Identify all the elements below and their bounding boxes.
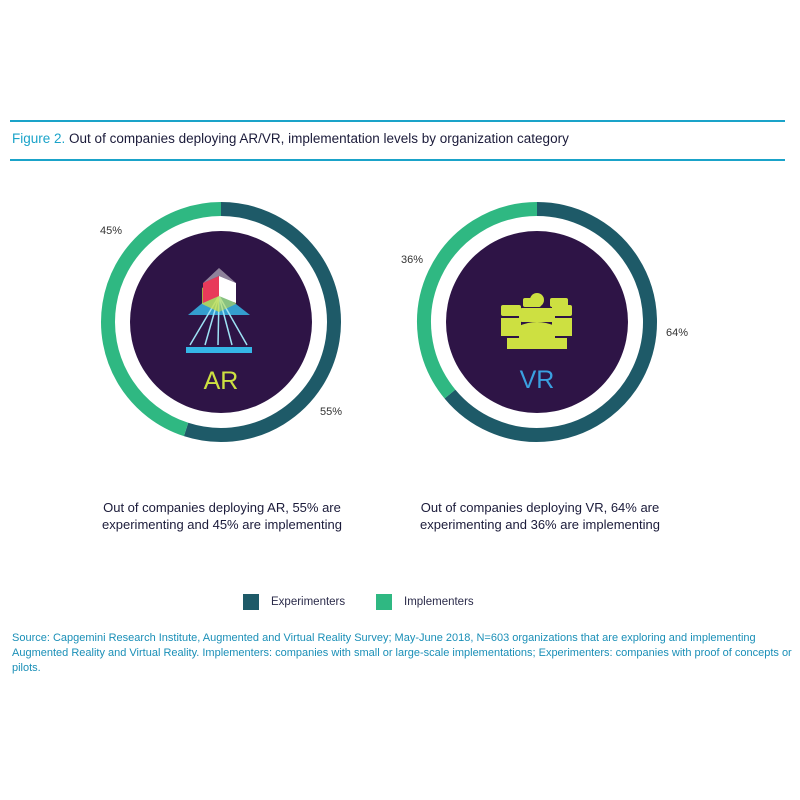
source-note: Source: Capgemini Research Institute, Au… [12,632,792,674]
legend-implementers: Implementers [376,594,474,610]
ar-implementers-value-label: 45% [100,225,122,237]
ar-implementers-segment [101,202,222,437]
ar-donut-chart [101,202,341,442]
legend-experimenters: Experimenters [243,594,345,610]
ar-inner-circle [130,231,312,413]
experimenters-legend-label: Experimenters [271,596,346,608]
ar-center-label: AR [204,367,239,395]
figure-number: Figure 2. [12,131,66,146]
vr-experimenters-value-label: 64% [666,327,688,339]
vr-headsets-icon [501,293,572,349]
ar-experimenters-segment [183,202,341,442]
top-rule [10,120,785,122]
vr-experimenters-segment [444,202,657,442]
figure-title: Figure 2. Out of companies deploying AR/… [12,131,569,146]
ar-caption: Out of companies deploying AR, 55% are e… [102,500,342,532]
vr-implementers-value-label: 36% [401,254,423,266]
experimenters-swatch [243,594,259,610]
figure-title-text: Out of companies deploying AR/VR, implem… [69,131,569,146]
vr-caption: Out of companies deploying VR, 64% are e… [420,500,660,532]
bottom-rule [10,159,785,161]
vr-implementers-segment [417,202,538,399]
ar-experimenters-value-label: 55% [320,406,342,418]
implementers-legend-label: Implementers [404,596,474,608]
implementers-swatch [376,594,392,610]
vr-center-label: VR [520,366,555,394]
ar-icon [186,268,252,353]
